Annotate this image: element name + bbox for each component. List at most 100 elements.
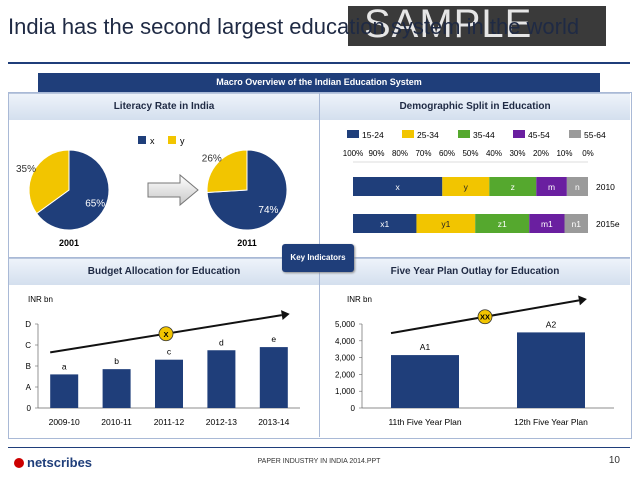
bar-2009-10 xyxy=(50,374,79,408)
x-tick-label-2009-10: 2009-10 xyxy=(49,417,80,427)
page-number: 10 xyxy=(608,455,620,466)
demo-legend-swatch-35-44 xyxy=(458,130,470,138)
demo-bar-segment-2015e-y1 xyxy=(416,214,476,233)
page-title: India has the second largest education s… xyxy=(8,14,580,39)
demo-segment-label: z1 xyxy=(498,219,507,229)
logo-dot-icon xyxy=(14,458,24,468)
literacy-chart: x y 65% 35% 2001 74% 26% 2011 xyxy=(16,136,288,248)
demo-segment-label: y1 xyxy=(441,219,450,229)
demo-row-label-2015e: 2015e xyxy=(596,219,620,229)
budget-chart: INR bn 0 A B C Da 2009-10 b 2010-11 c 2011-12 d 2012… xyxy=(25,295,300,427)
demo-segment-label: m xyxy=(548,182,555,192)
demo-axis-tick: 50% xyxy=(462,149,478,158)
x-tick-label-2011-12: 2011-12 xyxy=(154,417,185,427)
bar-label-2011-12: c xyxy=(167,347,172,357)
bar-2010-11 xyxy=(102,369,131,408)
demo-segment-label: y xyxy=(464,182,469,192)
trend-arrow-head xyxy=(578,295,587,306)
y-tick-label: 1,000 xyxy=(335,387,356,396)
footer-rule xyxy=(8,447,630,448)
demo-bar-segment-2015e-z1 xyxy=(475,214,530,233)
y-tick-label: 4,000 xyxy=(335,337,356,346)
demo-segment-label: m1 xyxy=(541,219,553,229)
demo-axis-tick: 0% xyxy=(582,149,594,158)
y-tick-label: A xyxy=(26,383,32,392)
demo-legend-swatch-25-34 xyxy=(402,130,414,138)
trend-badge xyxy=(158,326,174,342)
watermark: SAMPLE xyxy=(364,2,533,46)
bar-label-2012-13: d xyxy=(219,337,224,347)
pie-value-2001-y: 35% xyxy=(16,164,36,175)
key-indicators-badge: Key Indicators xyxy=(282,244,354,272)
trend-badge-label: X xyxy=(163,330,168,339)
demo-axis-tick: 10% xyxy=(556,149,572,158)
demo-segment-label: n1 xyxy=(572,219,582,229)
demo-segment-label: x xyxy=(396,182,401,192)
demo-axis-tick: 90% xyxy=(368,149,384,158)
y-axis-label: INR bn xyxy=(28,295,53,304)
legend-swatch-y xyxy=(168,136,176,144)
bar-label-11th Five Year Plan: A1 xyxy=(420,342,431,352)
pie-value-2011-y: 26% xyxy=(202,153,222,164)
y-axis-label: INR bn xyxy=(347,295,372,304)
title-rule xyxy=(8,62,630,64)
demo-bar-segment-2010-z xyxy=(489,177,537,196)
demo-bar-segment-2015e-m1 xyxy=(529,214,565,233)
y-tick-label: 3,000 xyxy=(335,354,356,363)
bar-12th Five Year Plan xyxy=(517,332,585,408)
netscribes-logo: netscribes xyxy=(14,455,92,470)
demo-segment-label: n xyxy=(575,182,580,192)
literacy-panel-title: Literacy Rate in India xyxy=(9,94,319,120)
bar-label-12th Five Year Plan: A2 xyxy=(546,319,557,329)
pie-slice-2001-y xyxy=(28,149,70,215)
demographic-chart: 15-24 25-34 35-44 45-54 55-64 100% 90% 80% 70% 60… xyxy=(343,130,620,233)
demographic-panel-title: Demographic Split in Education xyxy=(320,94,630,120)
growth-arrow xyxy=(147,173,199,207)
trend-arrow-head xyxy=(281,310,290,321)
demo-bar-segment-2010-y xyxy=(442,177,490,196)
pie-slice-2001-x xyxy=(35,149,110,231)
y-tick-label: B xyxy=(26,362,31,371)
legend-label-x: x xyxy=(150,136,155,146)
legend-swatch-x xyxy=(138,136,146,144)
demo-bar-segment-2010-m xyxy=(536,177,567,196)
demo-bar-segment-2010-x xyxy=(353,177,443,196)
plan-chart: INR bn 0 1,000 2,000 3,000 4,000 5,000 A1 11th F… xyxy=(335,295,614,427)
legend-label-y: y xyxy=(180,136,185,146)
trend-badge-label: XX xyxy=(480,313,490,322)
y-tick-label: 0 xyxy=(351,404,356,413)
logo-text: netscribes xyxy=(27,455,93,470)
demo-axis-tick: 30% xyxy=(509,149,525,158)
demo-legend-label-35-44: 35-44 xyxy=(473,130,495,140)
y-tick-label: 2,000 xyxy=(335,370,356,379)
bar-label-2013-14: e xyxy=(271,334,276,344)
x-tick-label-2010-11: 2010-11 xyxy=(101,417,132,427)
demo-segment-label: z xyxy=(511,182,515,192)
demo-axis-tick: 60% xyxy=(439,149,455,158)
panels-frame xyxy=(8,92,632,439)
y-tick-label: C xyxy=(25,341,31,350)
footer-text: PAPER INDUSTRY IN INDIA 2014.PPT xyxy=(257,458,381,465)
demo-segment-label: x1 xyxy=(380,219,389,229)
x-tick-label-11th Five Year Plan: 11th Five Year Plan xyxy=(388,417,461,427)
demo-bar-segment-2010-n xyxy=(566,177,588,196)
section-banner: Macro Overview of the Indian Education S… xyxy=(38,73,600,92)
bar-label-2010-11: b xyxy=(114,356,119,366)
demo-legend-label-55-64: 55-64 xyxy=(584,130,606,140)
pie-label-2011: 2011 xyxy=(237,238,257,248)
x-tick-label-12th Five Year Plan: 12th Five Year Plan xyxy=(514,417,588,427)
trend-badge xyxy=(477,309,493,325)
bar-2012-13 xyxy=(207,350,236,408)
demo-legend-label-25-34: 25-34 xyxy=(417,130,439,140)
bar-label-2009-10: a xyxy=(62,361,67,371)
demo-axis-tick: 40% xyxy=(486,149,502,158)
bar-2013-14 xyxy=(259,347,288,408)
demo-legend-label-15-24: 15-24 xyxy=(362,130,384,140)
bar-2011-12 xyxy=(155,359,183,408)
demo-axis-tick: 70% xyxy=(415,149,431,158)
demo-axis-tick: 80% xyxy=(392,149,408,158)
pie-slice-2011-y xyxy=(206,149,248,194)
demo-row-label-2010: 2010 xyxy=(596,182,615,192)
watermark-box: SAMPLE xyxy=(348,2,606,46)
pie-label-2001: 2001 xyxy=(59,238,79,248)
